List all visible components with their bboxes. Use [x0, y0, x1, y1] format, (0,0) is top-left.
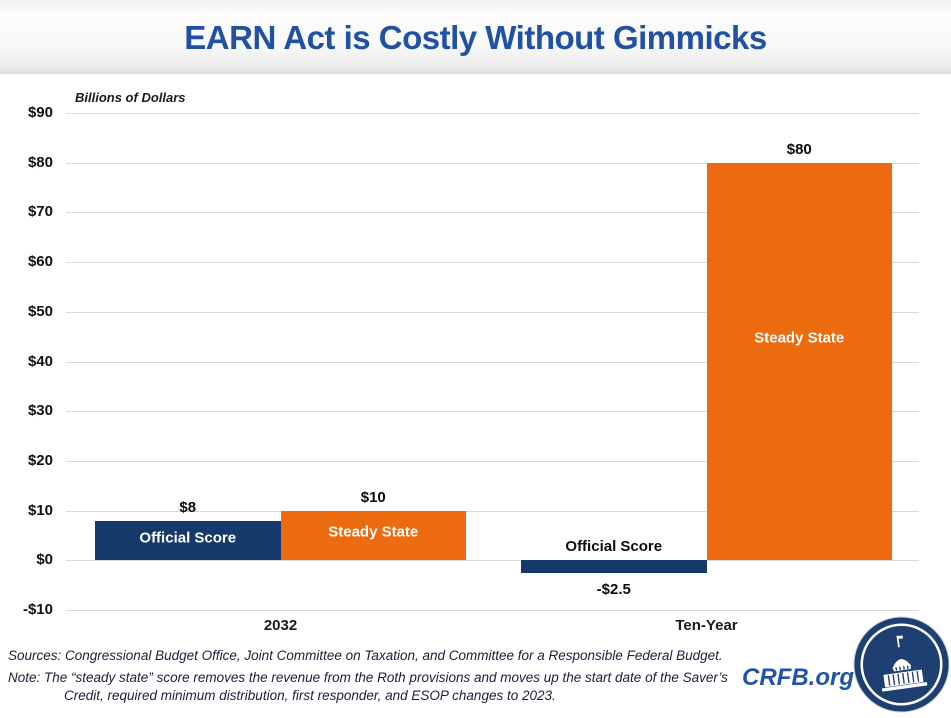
y-tick-label: $80	[0, 153, 53, 173]
x-category-label-2032: 2032	[264, 617, 297, 634]
y-tick-label: $40	[0, 352, 53, 372]
crfb-brand-text: CRFB.org	[742, 664, 854, 692]
bar-ten-year-official-score	[521, 560, 707, 572]
bar-value-label-2032-official-score: $8	[179, 499, 196, 517]
x-category-label-ten-year: Ten-Year	[675, 617, 737, 634]
bar-ten-year-steady-state	[707, 163, 893, 561]
bar-series-label-ten-year-steady-state: Steady State	[754, 329, 844, 346]
bar-value-label-ten-year-steady-state: $80	[787, 141, 812, 159]
y-tick-label: $60	[0, 252, 53, 272]
y-tick-label: $50	[0, 302, 53, 322]
y-tick-label: $90	[0, 103, 53, 123]
y-tick-label: $0	[0, 550, 53, 570]
y-tick-label: $10	[0, 501, 53, 521]
bar-value-label-2032-steady-state: $10	[361, 489, 386, 507]
bar-series-label-ten-year-official-score: Official Score	[565, 538, 662, 556]
bar-value-label-ten-year-official-score: -$2.5	[597, 581, 631, 599]
y-tick-label: $20	[0, 451, 53, 471]
gridline	[66, 610, 919, 611]
gridline	[66, 560, 919, 561]
sources-text: Sources: Congressional Budget Office, Jo…	[8, 648, 723, 663]
y-tick-label: -$10	[0, 600, 53, 620]
bar-series-label-2032-official-score: Official Score	[139, 530, 236, 547]
y-tick-label: $70	[0, 202, 53, 222]
y-tick-label: $30	[0, 401, 53, 421]
note-text: Note: The “steady state” score removes t…	[8, 669, 756, 705]
crfb-capitol-logo-icon	[853, 616, 950, 713]
gridline	[66, 113, 919, 114]
bar-series-label-2032-steady-state: Steady State	[328, 524, 418, 541]
